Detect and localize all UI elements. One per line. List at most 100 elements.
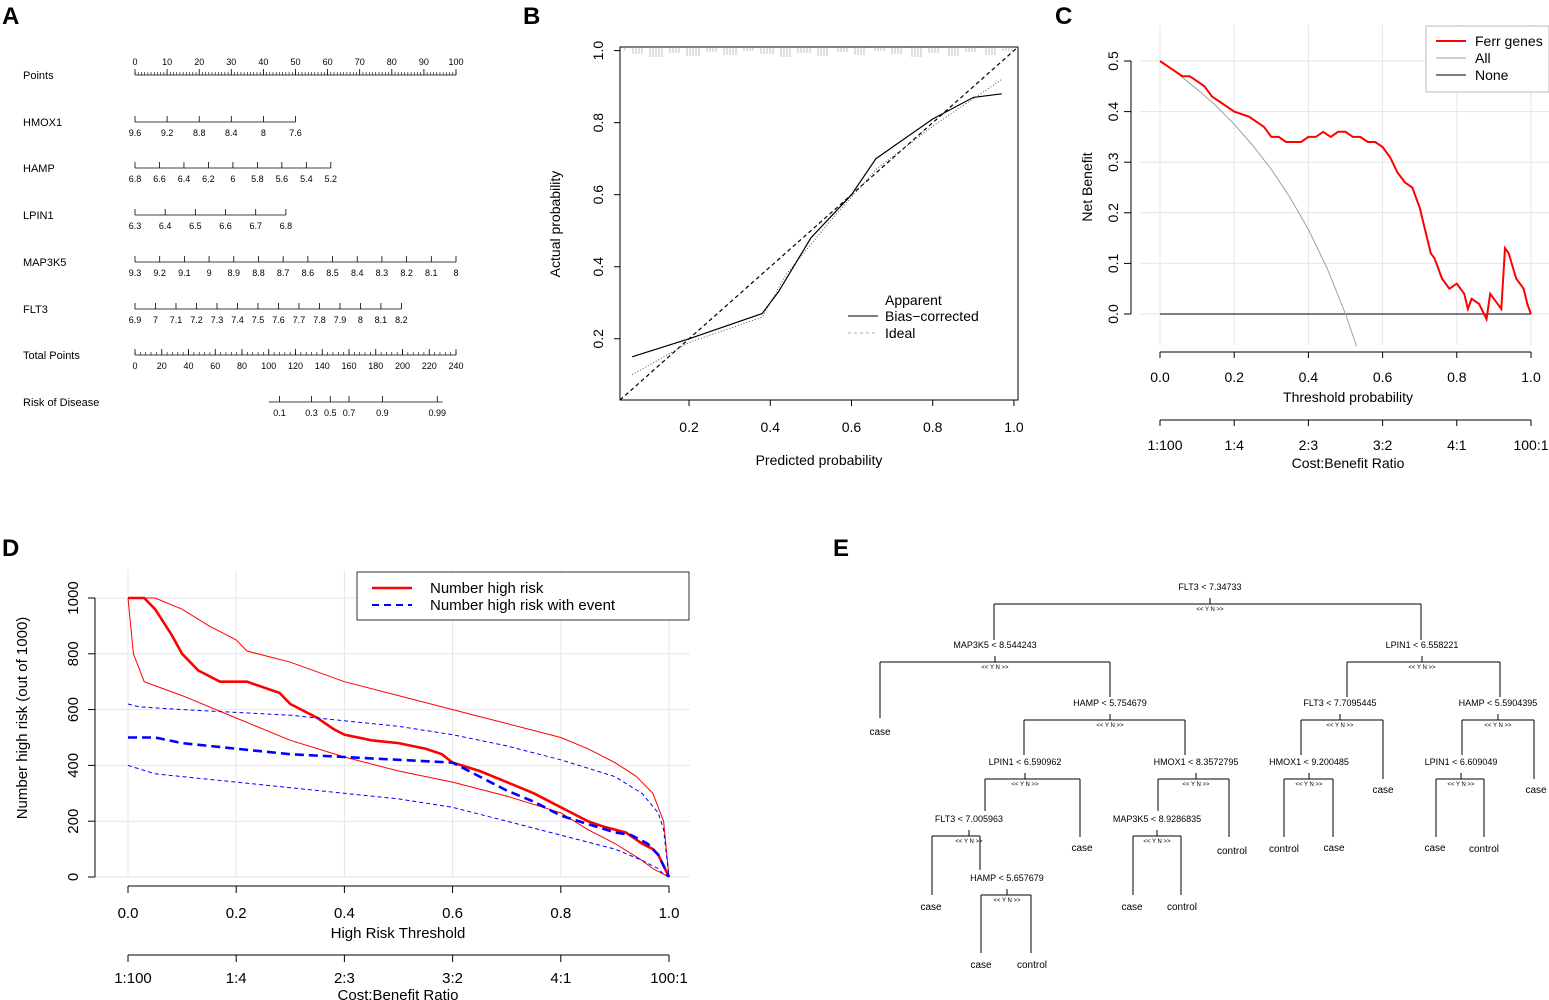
nomogram-tick-label: 7 xyxy=(153,315,158,325)
x-axis-label: High Risk Threshold xyxy=(331,925,466,942)
nomogram-tick-label: 6.7 xyxy=(249,221,262,231)
nomogram-tick-label: 240 xyxy=(448,361,463,371)
nomogram-tick-label: 0 xyxy=(132,57,137,67)
tree-split-tag: << Y N >> xyxy=(1447,782,1475,788)
nomogram-tick-label: 9.1 xyxy=(178,268,191,278)
ratio-tick-label: 1:100 xyxy=(1147,437,1182,453)
tree-split-label: FLT3 < 7.005963 xyxy=(935,814,1003,824)
nomogram-tick-label: 8.2 xyxy=(400,268,413,278)
x-tick-label: 0.6 xyxy=(442,905,463,922)
nomogram-tick-label: 8.1 xyxy=(425,268,438,278)
nomogram-row-label: HAMP xyxy=(23,163,55,175)
nomogram-tick-label: 220 xyxy=(422,361,437,371)
legend-label: Bias−corrected xyxy=(885,308,979,324)
nomogram-row-label: Points xyxy=(23,70,54,82)
ferr-genes-line xyxy=(1159,60,1532,323)
nomogram-tick-label: 8.3 xyxy=(376,268,389,278)
nomogram-tick-label: 8.1 xyxy=(375,315,388,325)
y-tick-label: 600 xyxy=(65,697,82,722)
y-tick-label: 0 xyxy=(65,873,82,881)
series-line-5 xyxy=(127,764,670,878)
nomogram-row-label: Total Points xyxy=(23,350,80,362)
nomogram-tick-label: 0.7 xyxy=(343,408,356,418)
legend-label: Ferr genes xyxy=(1475,33,1543,49)
y-tick-label: 0.2 xyxy=(590,329,606,349)
nomogram-tick-label: 60 xyxy=(210,361,220,371)
legend-label: Apparent xyxy=(885,292,942,308)
y-tick-label: 1.0 xyxy=(590,41,606,61)
nomogram-row-label: LPIN1 xyxy=(23,210,54,222)
tree-split-tag: << Y N >> xyxy=(955,839,983,845)
nomogram-row-label: FLT3 xyxy=(23,304,48,316)
nomogram-tick-label: 7.6 xyxy=(289,128,302,138)
nomogram-tick-label: 70 xyxy=(355,57,365,67)
tree-leaf: control xyxy=(1269,844,1299,855)
x-tick-label: 0.4 xyxy=(334,905,355,922)
nomogram-tick-label: 160 xyxy=(341,361,356,371)
nomogram-tick-label: 9.2 xyxy=(153,268,166,278)
tree-leaf: case xyxy=(920,902,942,913)
nomogram-tick-label: 6.9 xyxy=(129,315,142,325)
x-tick-label: 0.4 xyxy=(761,419,781,435)
x-axis-label: Predicted probability xyxy=(756,452,883,468)
nomogram-tick-label: 200 xyxy=(395,361,410,371)
nomogram-tick-label: 180 xyxy=(368,361,383,371)
ratio-tick-label: 100:1 xyxy=(650,970,688,987)
nomogram-tick-label: 20 xyxy=(157,361,167,371)
series-line-2 xyxy=(127,597,670,878)
nomogram-tick-label: 40 xyxy=(258,57,268,67)
nomogram-tick-label: 8.8 xyxy=(193,128,206,138)
nomogram-tick-label: 100 xyxy=(261,361,276,371)
nomogram-tick-label: 8.2 xyxy=(395,315,408,325)
tree-split-label: HAMP < 5.657679 xyxy=(970,873,1044,883)
tree-leaf: control xyxy=(1217,846,1247,857)
x-tick-label: 0.6 xyxy=(1373,369,1393,385)
legend-label: All xyxy=(1475,50,1491,66)
tree-split-label: HMOX1 < 8.3572795 xyxy=(1154,757,1239,767)
nomogram-tick-label: 100 xyxy=(448,57,463,67)
nomogram-tick-label: 9.3 xyxy=(129,268,142,278)
ratio-tick-label: 4:1 xyxy=(550,970,571,987)
nomogram-tick-label: 6 xyxy=(230,174,235,184)
nomogram-tick-label: 8 xyxy=(453,268,458,278)
nomogram-tick-label: 7.5 xyxy=(252,315,265,325)
tree-split-tag: << Y N >> xyxy=(1096,723,1124,729)
y-tick-label: 400 xyxy=(65,753,82,778)
bias-corrected-line xyxy=(632,93,1002,358)
x-tick-label: 0.0 xyxy=(118,905,139,922)
y-tick-label: 0.8 xyxy=(590,113,606,133)
tree-split-label: LPIN1 < 6.558221 xyxy=(1386,640,1459,650)
nomogram-tick-label: 7.6 xyxy=(272,315,285,325)
series-line-0 xyxy=(128,596,671,878)
nomogram-tick-label: 60 xyxy=(323,57,333,67)
x-axis-label: Threshold probability xyxy=(1283,389,1413,405)
nomogram-tick-label: 7.2 xyxy=(190,315,203,325)
tree-split-label: HAMP < 5.754679 xyxy=(1073,698,1147,708)
ratio-tick-label: 3:2 xyxy=(442,970,463,987)
nomogram-tick-label: 6.5 xyxy=(189,221,202,231)
x-tick-label: 0.2 xyxy=(679,419,699,435)
nomogram-tick-label: 0.99 xyxy=(429,408,447,418)
tree-leaf: case xyxy=(1323,843,1345,854)
y-tick-label: 0.6 xyxy=(590,185,606,205)
tree-leaf: case xyxy=(1525,785,1547,796)
x-tick-label: 0.8 xyxy=(550,905,571,922)
panel-letter-b: B xyxy=(523,3,540,30)
tree-leaf: case xyxy=(1372,785,1394,796)
nomogram-tick-label: 80 xyxy=(387,57,397,67)
nomogram-tick-label: 6.6 xyxy=(219,221,232,231)
nomogram-tick-label: 5.6 xyxy=(276,174,289,184)
y-tick-label: 0.3 xyxy=(1105,152,1121,172)
nomogram-tick-label: 40 xyxy=(183,361,193,371)
nomogram-tick-label: 140 xyxy=(315,361,330,371)
tree-split-label: HAMP < 5.5904395 xyxy=(1459,698,1538,708)
nomogram-tick-label: 7.4 xyxy=(231,315,244,325)
nomogram-tick-label: 9.2 xyxy=(161,128,174,138)
y-tick-label: 0.0 xyxy=(1105,304,1121,324)
ratio-tick-label: 1:4 xyxy=(226,970,247,987)
nomogram-tick-label: 0 xyxy=(132,361,137,371)
nomogram-row-label: HMOX1 xyxy=(23,117,62,129)
x-tick-label: 0.8 xyxy=(1447,369,1467,385)
tree-split-label: LPIN1 < 6.609049 xyxy=(1425,757,1498,767)
nomogram-tick-label: 120 xyxy=(288,361,303,371)
